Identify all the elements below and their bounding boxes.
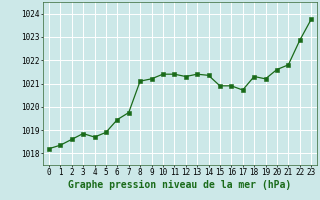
X-axis label: Graphe pression niveau de la mer (hPa): Graphe pression niveau de la mer (hPa) bbox=[68, 180, 292, 190]
